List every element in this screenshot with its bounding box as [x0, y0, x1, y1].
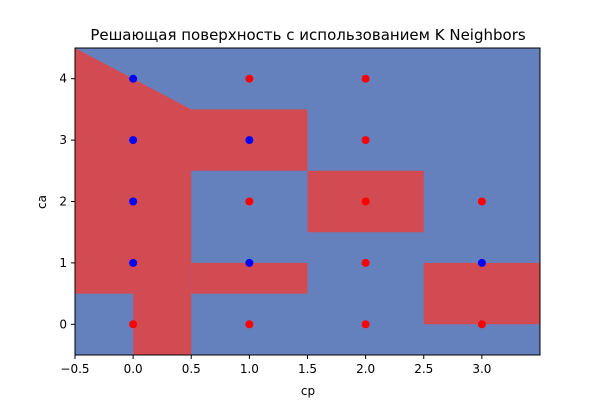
x-tick-label: 3.0 [472, 362, 491, 376]
x-axis: −0.5 0.0 0.5 1.0 1.5 2.0 2.5 3.0 [60, 355, 491, 376]
x-tick-label: 0.5 [182, 362, 201, 376]
x-tick-label: 1.0 [240, 362, 259, 376]
x-tick-label: 2.0 [356, 362, 375, 376]
data-point-class-0 [477, 258, 486, 267]
data-point-class-1 [129, 320, 138, 329]
x-tick-label: 0.0 [124, 362, 143, 376]
data-point-class-1 [245, 74, 254, 83]
data-point-class-1 [477, 320, 486, 329]
data-point-class-1 [245, 197, 254, 206]
data-point-class-0 [245, 136, 254, 145]
y-tick-label: 1 [59, 256, 67, 270]
chart-title: Решающая поверхность с использованием K … [90, 26, 526, 44]
y-tick-label: 0 [59, 317, 67, 331]
data-point-class-1 [361, 320, 370, 329]
data-point-class-1 [477, 197, 486, 206]
y-tick-label: 4 [59, 72, 67, 86]
x-tick-label: −0.5 [60, 362, 89, 376]
data-point-class-0 [245, 258, 254, 267]
data-point-class-0 [129, 258, 138, 267]
data-points [129, 74, 486, 329]
y-axis: 0 1 2 3 4 [59, 72, 75, 331]
data-point-class-0 [129, 197, 138, 206]
decision-region-class-1 [75, 48, 308, 355]
decision-region-class-1 [423, 262, 540, 325]
decision-region-class-1 [191, 262, 308, 294]
y-tick-label: 3 [59, 133, 67, 147]
plot-area [74, 47, 541, 356]
x-tick-label: 2.5 [414, 362, 433, 376]
data-point-class-0 [129, 136, 138, 145]
data-point-class-0 [129, 74, 138, 83]
data-point-class-1 [361, 258, 370, 267]
x-axis-label: cp [301, 384, 315, 398]
x-tick-label: 1.5 [298, 362, 317, 376]
y-axis-label: ca [35, 195, 49, 209]
data-point-class-1 [361, 74, 370, 83]
data-point-class-1 [361, 136, 370, 145]
data-point-class-1 [361, 197, 370, 206]
data-point-class-1 [245, 320, 254, 329]
y-tick-label: 2 [59, 195, 67, 209]
